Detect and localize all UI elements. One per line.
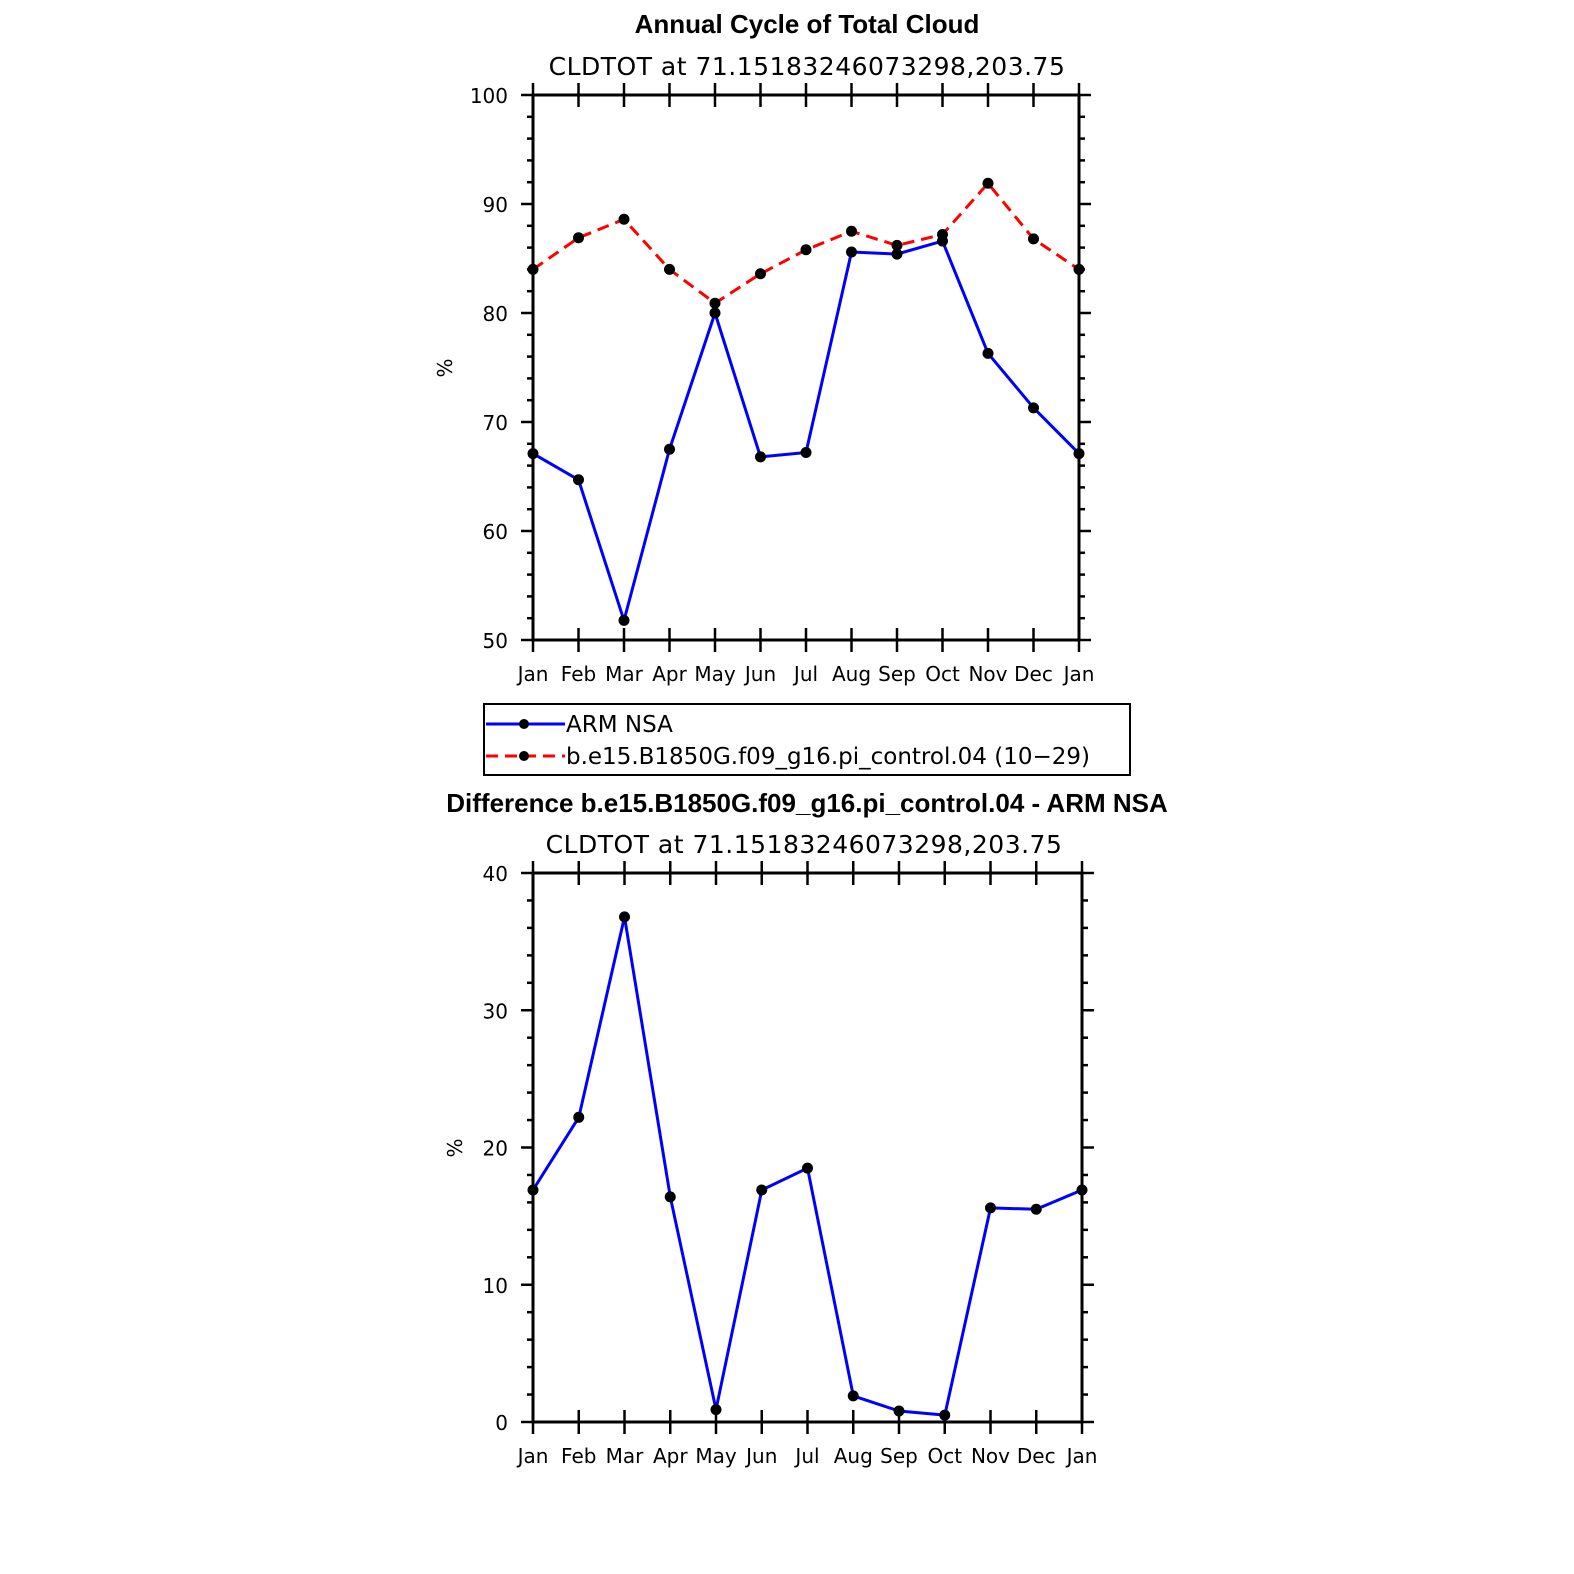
x-tick-label: Jun: [744, 1444, 777, 1468]
data-point: [573, 1111, 585, 1123]
x-tick-label: May: [695, 1444, 737, 1468]
data-point: [1028, 233, 1039, 245]
data-point: [664, 1191, 676, 1203]
data-point: [573, 474, 584, 486]
y-tick-label: 10: [483, 1274, 508, 1298]
legend-marker: [519, 719, 529, 729]
x-tick-label: Jan: [516, 662, 549, 686]
y-tick-label: 80: [483, 302, 508, 326]
y-tick-label: 40: [483, 862, 508, 886]
x-tick-label: Jul: [793, 1444, 819, 1468]
data-point: [982, 347, 994, 359]
legend-entry-model: b.e15.B1850G.f09_g16.pi_control.04 (10−2…: [486, 744, 1090, 770]
x-tick-label: Sep: [878, 662, 916, 686]
x-tick-label: Oct: [925, 662, 960, 686]
chart-subtitle: CLDTOT at 71.15183246073298,203.75: [546, 830, 1063, 859]
series-line-1: [532, 181, 1080, 305]
x-tick-label: Oct: [927, 1444, 962, 1468]
legend-entry-arm-nsa: ARM NSA: [486, 712, 673, 738]
plot-area: Jan Feb Mar Apr May Jun Jul Aug Sep Oct Nov Dec Jan 5…: [470, 83, 1095, 686]
data-point: [1076, 1184, 1088, 1196]
data-point: [846, 246, 857, 258]
legend-label: ARM NSA: [566, 712, 673, 738]
data-point: [847, 1390, 859, 1402]
y-axis-label: %: [443, 1138, 467, 1157]
data-point: [756, 1184, 768, 1196]
data-point: [755, 268, 766, 280]
plot-frame: [531, 93, 1081, 642]
data-point: [800, 447, 812, 459]
data-point: [527, 448, 539, 460]
data-point: [1073, 448, 1085, 460]
data-point: [893, 1405, 905, 1417]
data-point: [527, 1184, 539, 1196]
data-point: [939, 1409, 951, 1421]
x-tick-label: Jun: [743, 662, 776, 686]
series-line-0: [532, 239, 1081, 622]
plot-area: Jan Feb Mar Apr May Jun Jul Aug Sep Oct Nov Dec Jan 0…: [483, 861, 1098, 1468]
x-tick-label: Aug: [834, 1444, 873, 1468]
x-tick-label: Jan: [516, 1444, 549, 1468]
y-axis-label: %: [433, 358, 457, 377]
chart-title: Annual Cycle of Total Cloud: [635, 9, 980, 39]
data-point: [846, 225, 857, 237]
difference-panel: Difference b.e15.B1850G.f09_g16.pi_contr…: [443, 788, 1168, 1468]
data-point: [982, 177, 994, 189]
x-tick-label: Mar: [605, 662, 644, 686]
data-point: [1073, 263, 1085, 275]
x-tick-label: Mar: [606, 1444, 645, 1468]
legend-box: [483, 703, 1131, 776]
annual-cycle-panel: Annual Cycle of Total Cloud CLDTOT at 71…: [433, 9, 1094, 686]
data-point: [802, 1162, 813, 1174]
x-tick-label: Aug: [832, 662, 871, 686]
y-tick-label: 0: [495, 1411, 508, 1435]
data-point: [709, 307, 721, 319]
data-point: [1030, 1203, 1042, 1215]
x-tick-label: Nov: [971, 1444, 1010, 1468]
chart-title: Difference b.e15.B1850G.f09_g16.pi_contr…: [446, 788, 1168, 818]
y-tick-label: 50: [483, 629, 508, 653]
data-point: [891, 239, 903, 251]
x-tick-label: Dec: [1017, 1444, 1056, 1468]
legend-marker: [519, 751, 529, 761]
x-tick-label: Jul: [792, 662, 818, 686]
x-tick-label: Feb: [561, 1444, 596, 1468]
data-point: [800, 244, 812, 256]
data-point: [573, 232, 584, 244]
x-tick-label: Apr: [652, 662, 687, 686]
data-point: [709, 297, 721, 309]
x-tick-label: Dec: [1014, 662, 1053, 686]
data-point: [618, 614, 630, 626]
data-point: [1028, 402, 1039, 414]
data-point: [618, 213, 630, 225]
y-tick-label: 100: [470, 84, 508, 108]
data-point: [937, 229, 948, 241]
data-point: [619, 911, 630, 923]
y-tick-label: 60: [483, 520, 508, 544]
data-point: [891, 248, 903, 260]
legend: ARM NSA b.e15.B1850G.f09_g16.pi_control.…: [483, 703, 1131, 776]
y-tick-label: 30: [483, 999, 508, 1023]
data-point: [527, 263, 539, 275]
chart-subtitle: CLDTOT at 71.15183246073298,203.75: [549, 52, 1066, 81]
x-tick-label: Feb: [561, 662, 596, 686]
data-point: [664, 443, 675, 455]
data-point: [664, 263, 675, 275]
x-tick-label: Apr: [653, 1444, 688, 1468]
x-tick-label: Sep: [880, 1444, 918, 1468]
y-tick-label: 70: [483, 411, 508, 435]
x-tick-label: Nov: [968, 662, 1007, 686]
y-tick-label: 20: [483, 1137, 508, 1161]
y-tick-label: 90: [483, 193, 508, 217]
x-tick-label: Jan: [1062, 662, 1095, 686]
legend-label: b.e15.B1850G.f09_g16.pi_control.04 (10−2…: [566, 744, 1090, 770]
data-point: [755, 451, 766, 463]
x-tick-label: May: [694, 662, 736, 686]
data-point: [710, 1404, 722, 1416]
x-tick-label: Jan: [1065, 1444, 1098, 1468]
data-point: [985, 1202, 996, 1214]
